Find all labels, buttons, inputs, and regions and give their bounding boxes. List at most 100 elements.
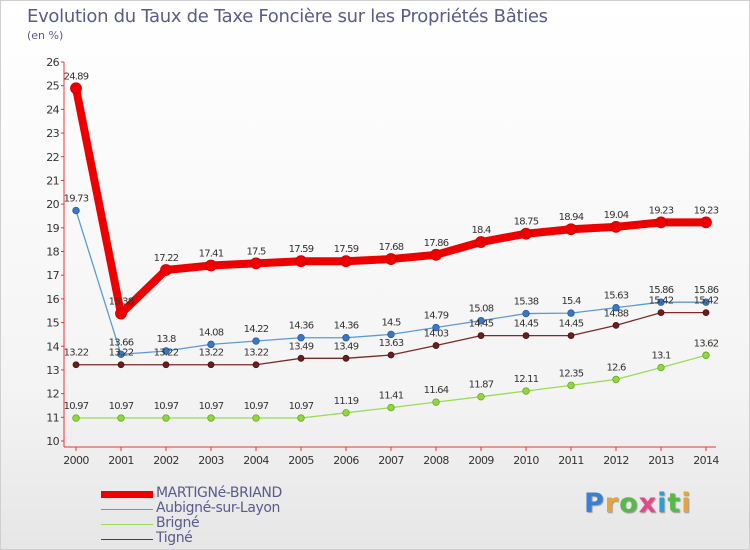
- y-tick-label: 22: [46, 151, 59, 164]
- x-tick-label: 2005: [288, 454, 314, 467]
- x-tick-label: 2004: [243, 454, 269, 467]
- y-tick-label: 18: [46, 246, 59, 259]
- x-tick-label: 2000: [63, 454, 89, 467]
- y-tick-label: 25: [46, 80, 59, 93]
- data-label-aubigne: 15.86: [694, 285, 719, 296]
- data-point-aubigne: [567, 309, 575, 317]
- data-label-aubigne: 14.79: [424, 311, 449, 322]
- data-point-martigne: [205, 259, 217, 272]
- data-label-brigne: 11.87: [469, 380, 494, 391]
- data-label-martigne: 19.23: [694, 205, 719, 216]
- y-tick-label: 13: [46, 364, 59, 377]
- data-point-brigne: [162, 414, 170, 422]
- legend-item-aubigne[interactable]: Aubigné-sur-Layon: [101, 500, 361, 517]
- data-point-aubigne: [252, 337, 260, 345]
- data-label-tigne: 13.22: [154, 348, 179, 359]
- data-label-brigne: 13.1: [651, 351, 671, 362]
- data-point-brigne: [612, 375, 620, 384]
- data-point-martigne: [160, 264, 172, 276]
- logo-letter: P: [584, 488, 605, 519]
- legend-item-martigne[interactable]: MARTIGNé-BRIAND: [101, 485, 361, 502]
- data-label-brigne: 10.97: [64, 401, 89, 412]
- data-label-aubigne: 13.66: [109, 337, 134, 348]
- data-point-tigne: [702, 309, 710, 317]
- data-point-martigne: [385, 253, 397, 265]
- data-point-brigne: [207, 414, 215, 422]
- data-label-martigne: 18.94: [559, 212, 584, 223]
- y-tick-label: 21: [46, 174, 59, 187]
- logo-letter: t: [667, 488, 682, 519]
- x-tick-label: 2013: [648, 454, 674, 467]
- data-label-aubigne: 14.22: [244, 324, 269, 335]
- data-label-brigne: 12.11: [514, 374, 539, 385]
- data-label-martigne: 17.5: [246, 246, 266, 257]
- data-point-martigne: [475, 236, 487, 248]
- x-tick-label: 2006: [333, 454, 359, 467]
- data-point-tigne: [612, 322, 620, 329]
- data-point-martigne: [655, 216, 667, 229]
- x-tick-label: 2002: [153, 454, 179, 467]
- x-tick-label: 2009: [468, 454, 494, 467]
- data-point-brigne: [657, 363, 665, 372]
- data-label-brigne: 12.35: [559, 368, 584, 379]
- data-label-martigne: 24.89: [64, 71, 89, 82]
- data-label-aubigne: 14.36: [334, 321, 359, 332]
- data-label-brigne: 10.97: [109, 401, 134, 412]
- data-point-tigne: [72, 361, 80, 369]
- data-point-aubigne: [432, 323, 440, 332]
- data-label-aubigne: 14.36: [289, 321, 314, 332]
- data-point-martigne: [340, 255, 352, 268]
- data-point-tigne: [117, 361, 125, 369]
- data-label-tigne: 15.42: [694, 296, 719, 307]
- data-point-aubigne: [522, 309, 530, 318]
- logo-letter: r: [604, 488, 620, 519]
- data-label-aubigne: 14.08: [199, 327, 224, 338]
- data-label-tigne: 14.03: [424, 329, 449, 340]
- y-tick-label: 12: [46, 388, 59, 401]
- data-point-tigne: [387, 351, 395, 359]
- data-label-brigne: 10.97: [154, 401, 179, 412]
- logo-letter: i: [657, 488, 668, 519]
- data-point-tigne: [207, 361, 215, 369]
- data-label-martigne: 19.04: [604, 210, 629, 221]
- proxiti-logo: Proxiti: [584, 488, 692, 519]
- data-label-tigne: 13.49: [289, 341, 314, 352]
- legend-swatch-tigne: [101, 539, 153, 540]
- data-point-tigne: [567, 332, 575, 339]
- data-label-martigne: 18.4: [471, 225, 491, 236]
- data-point-tigne: [342, 354, 350, 362]
- data-point-martigne: [250, 257, 262, 270]
- x-tick-label: 2012: [603, 454, 629, 467]
- x-tick-label: 2003: [198, 454, 224, 467]
- data-label-aubigne: 15.08: [469, 304, 494, 315]
- data-label-martigne: 17.68: [379, 242, 404, 253]
- x-tick-label: 2007: [378, 454, 404, 467]
- logo-letter: i: [681, 488, 692, 519]
- legend-swatch-aubigne: [101, 509, 153, 510]
- data-label-brigne: 13.62: [694, 338, 719, 349]
- legend-item-brigne[interactable]: Brigné: [101, 515, 361, 532]
- y-tick-label: 20: [46, 198, 59, 211]
- y-tick-label: 23: [46, 127, 59, 140]
- data-label-martigne: 19.23: [649, 205, 674, 216]
- data-point-aubigne: [612, 303, 620, 312]
- data-label-aubigne: 13.8: [156, 334, 176, 345]
- data-label-tigne: 14.45: [514, 319, 539, 330]
- legend-item-tigne[interactable]: Tigné: [101, 530, 361, 547]
- data-point-aubigne: [117, 350, 125, 359]
- data-point-aubigne: [72, 206, 80, 215]
- data-point-martigne: [610, 220, 622, 233]
- data-label-tigne: 13.22: [64, 348, 89, 359]
- data-label-aubigne: 14.5: [381, 317, 401, 328]
- data-point-brigne: [477, 393, 485, 401]
- data-label-aubigne: 15.63: [604, 291, 629, 302]
- data-label-aubigne: 15.4: [561, 296, 581, 307]
- data-point-aubigne: [207, 340, 215, 349]
- y-tick-label: 26: [46, 56, 59, 69]
- data-label-martigne: 17.59: [334, 244, 359, 255]
- data-point-brigne: [72, 414, 80, 422]
- data-label-tigne: 13.22: [244, 348, 269, 359]
- data-point-aubigne: [702, 298, 710, 306]
